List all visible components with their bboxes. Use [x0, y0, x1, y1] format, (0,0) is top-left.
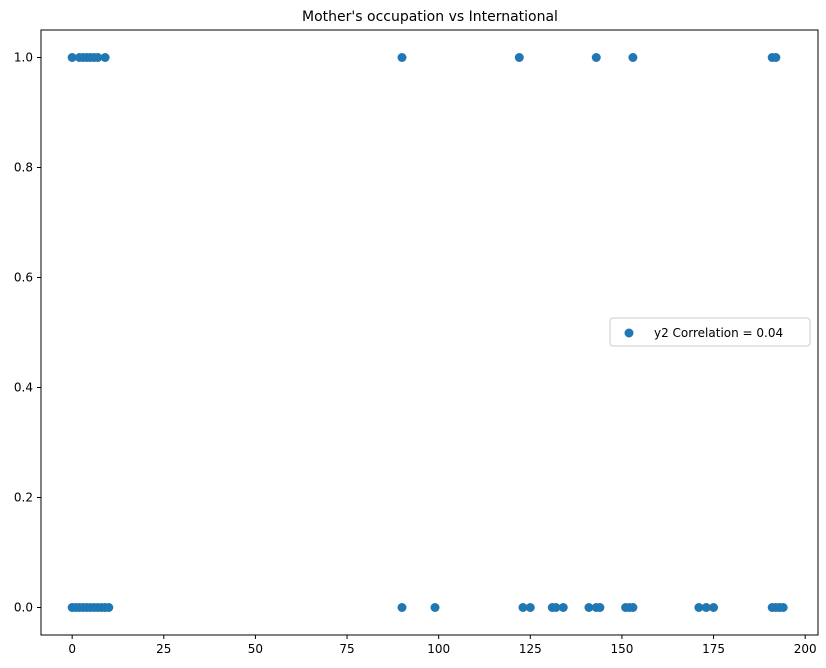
legend-label: y2 Correlation = 0.04	[654, 326, 783, 340]
x-tick-label: 0	[68, 642, 76, 656]
y-tick-label: 0.4	[14, 381, 33, 395]
data-point	[397, 603, 407, 612]
x-tick-label: 150	[610, 642, 633, 656]
data-point	[104, 603, 114, 612]
data-point	[584, 603, 594, 612]
data-point	[100, 53, 110, 62]
data-point	[558, 603, 568, 612]
data-point	[595, 603, 605, 612]
data-point	[397, 53, 407, 62]
chart-title: Mother's occupation vs International	[302, 9, 558, 25]
data-point	[778, 603, 788, 612]
data-point	[93, 53, 103, 62]
y-tick-label: 0.6	[14, 271, 33, 285]
data-point	[67, 53, 77, 62]
data-points	[67, 53, 788, 612]
x-tick-label: 100	[427, 642, 450, 656]
data-point	[551, 603, 561, 612]
y-tick-label: 0.0	[14, 601, 33, 615]
data-point	[694, 603, 704, 612]
x-tick-label: 75	[339, 642, 354, 656]
data-point	[591, 53, 601, 62]
legend: y2 Correlation = 0.04	[609, 317, 811, 347]
x-tick-label: 175	[702, 642, 725, 656]
legend-box	[609, 317, 811, 347]
x-axis: 0 25 50 75 100 125 150 175 200	[68, 635, 817, 656]
legend-marker	[624, 328, 634, 338]
x-tick-label: 50	[248, 642, 263, 656]
data-point	[525, 603, 535, 612]
data-point	[514, 53, 524, 62]
data-point	[709, 603, 719, 612]
y-tick-label: 0.2	[14, 491, 33, 505]
y-axis: 0.0 0.2 0.4 0.6 0.8 1.0	[14, 51, 41, 615]
plot-area-frame	[40, 29, 819, 636]
y-tick-label: 0.8	[14, 161, 33, 175]
data-point	[628, 603, 638, 612]
data-point	[518, 603, 528, 612]
data-point	[628, 53, 638, 62]
x-tick-label: 25	[156, 642, 171, 656]
x-tick-label: 125	[519, 642, 542, 656]
x-tick-label: 200	[794, 642, 817, 656]
data-point	[771, 53, 781, 62]
y-tick-label: 1.0	[14, 51, 33, 65]
data-point	[430, 603, 440, 612]
data-point	[701, 603, 711, 612]
